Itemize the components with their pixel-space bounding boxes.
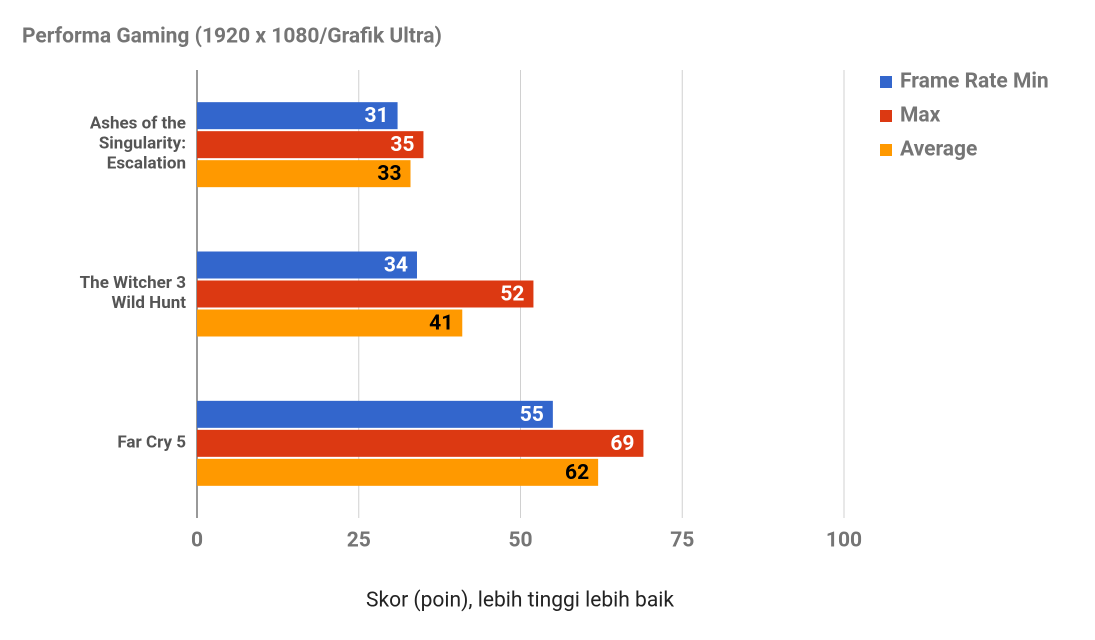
bar [197, 160, 411, 188]
x-tick-label: 100 [826, 529, 862, 553]
legend-label: Average [900, 138, 977, 162]
bar [197, 309, 463, 337]
x-tick-label: 75 [670, 529, 694, 553]
bar [197, 102, 398, 130]
value-label: 31 [364, 104, 388, 128]
legend-swatch [880, 110, 892, 122]
bar [197, 400, 553, 428]
y-tick-label: Far Cry 5 [117, 433, 186, 453]
legend-label: Max [900, 104, 941, 128]
value-label: 33 [377, 162, 401, 186]
bar [197, 251, 417, 279]
bar [197, 429, 644, 457]
value-label: 34 [384, 254, 408, 278]
value-label: 62 [565, 461, 589, 485]
x-tick-label: 25 [347, 529, 371, 553]
x-tick-label: 0 [191, 529, 203, 553]
chart-title: Performa Gaming (1920 x 1080/Grafik Ultr… [22, 25, 442, 49]
legend-swatch [880, 76, 892, 88]
y-tick-label: The Witcher 3 Wild Hunt [80, 273, 187, 313]
value-label: 52 [500, 283, 524, 307]
y-tick-label: Ashes of the Singularity: Escalation [90, 114, 186, 174]
value-label: 55 [520, 403, 544, 427]
legend-label: Frame Rate Min [900, 70, 1049, 94]
x-tick-label: 50 [508, 529, 532, 553]
bar [197, 280, 534, 308]
value-label: 35 [390, 133, 414, 157]
bar [197, 458, 599, 486]
bar [197, 131, 424, 159]
x-axis-label: Skor (poin), lebih tinggi lebih baik [366, 589, 674, 613]
value-label: 69 [610, 432, 634, 456]
value-label: 41 [429, 312, 453, 336]
legend-swatch [880, 144, 892, 156]
